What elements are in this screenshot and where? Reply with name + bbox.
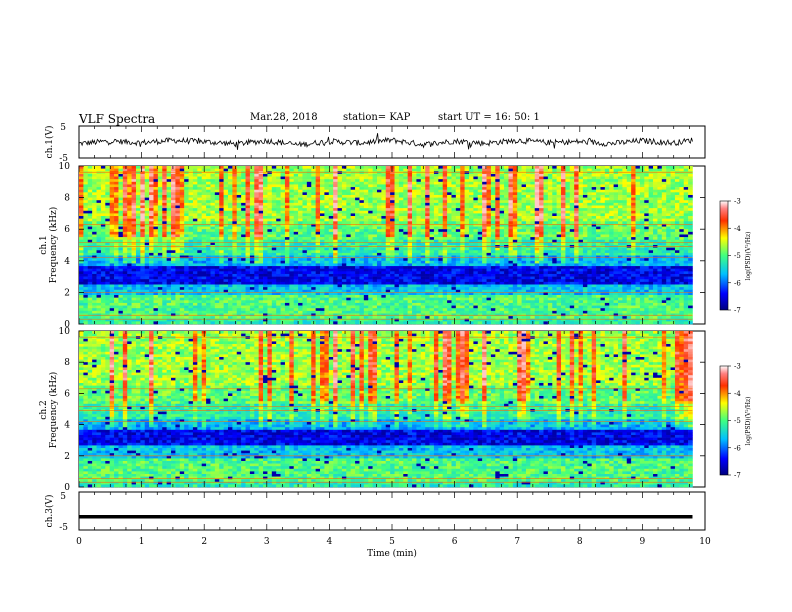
ch1-waveform-panel: 5 -5 ch.1(V) xyxy=(44,123,706,164)
ch2-spec-ylabel-frequency: Frequency (kHz) xyxy=(48,372,59,449)
ch3-waveform-panel: 5 -5 ch.3(V) xyxy=(44,491,706,533)
x-axis-ticks xyxy=(78,126,706,530)
ch1-waveform-trace xyxy=(78,133,693,150)
date-label: Mar.28, 2018 xyxy=(250,112,318,123)
ch2-spec-ylabel-channel: ch.2 xyxy=(39,400,49,419)
ch1-ytick-bottom: -5 xyxy=(59,154,68,164)
colorbar-ch1: -3-4-5-6-7 log(PSD)(V²/Hz) xyxy=(719,198,752,315)
ch3-ytick-top: 5 xyxy=(60,492,66,502)
start-time-label: start UT = 16: 50: 1 xyxy=(438,112,540,123)
ch1-spec-ylabel-frequency: Frequency (kHz) xyxy=(48,207,59,284)
colorbar-ch2: -3-4-5-6-7 log(PSD)(V²/Hz) xyxy=(719,363,752,480)
figure-title: VLF Spectra xyxy=(79,112,156,126)
station-label: station= KAP xyxy=(343,112,411,123)
ch1-spectrogram-image xyxy=(79,166,693,325)
ch2-spectrogram-image xyxy=(79,331,693,488)
ch1-spec-ylabel-channel: ch.1 xyxy=(39,235,49,254)
x-axis-tick-labels: 0 1 2 3 4 5 6 7 8 9 10 xyxy=(76,537,711,547)
ch1-ytick-top: 5 xyxy=(60,123,66,133)
ch1-ylabel: ch.1(V) xyxy=(44,126,55,159)
ch3-ylabel: ch.3(V) xyxy=(44,495,55,528)
colorbar-ch1-label: log(PSD)(V²/Hz) xyxy=(745,232,752,281)
x-axis-label: Time (min) xyxy=(367,548,417,559)
ch3-ytick-bottom: -5 xyxy=(59,523,68,533)
colorbar-ch2-label: log(PSD)(V²/Hz) xyxy=(745,397,752,446)
